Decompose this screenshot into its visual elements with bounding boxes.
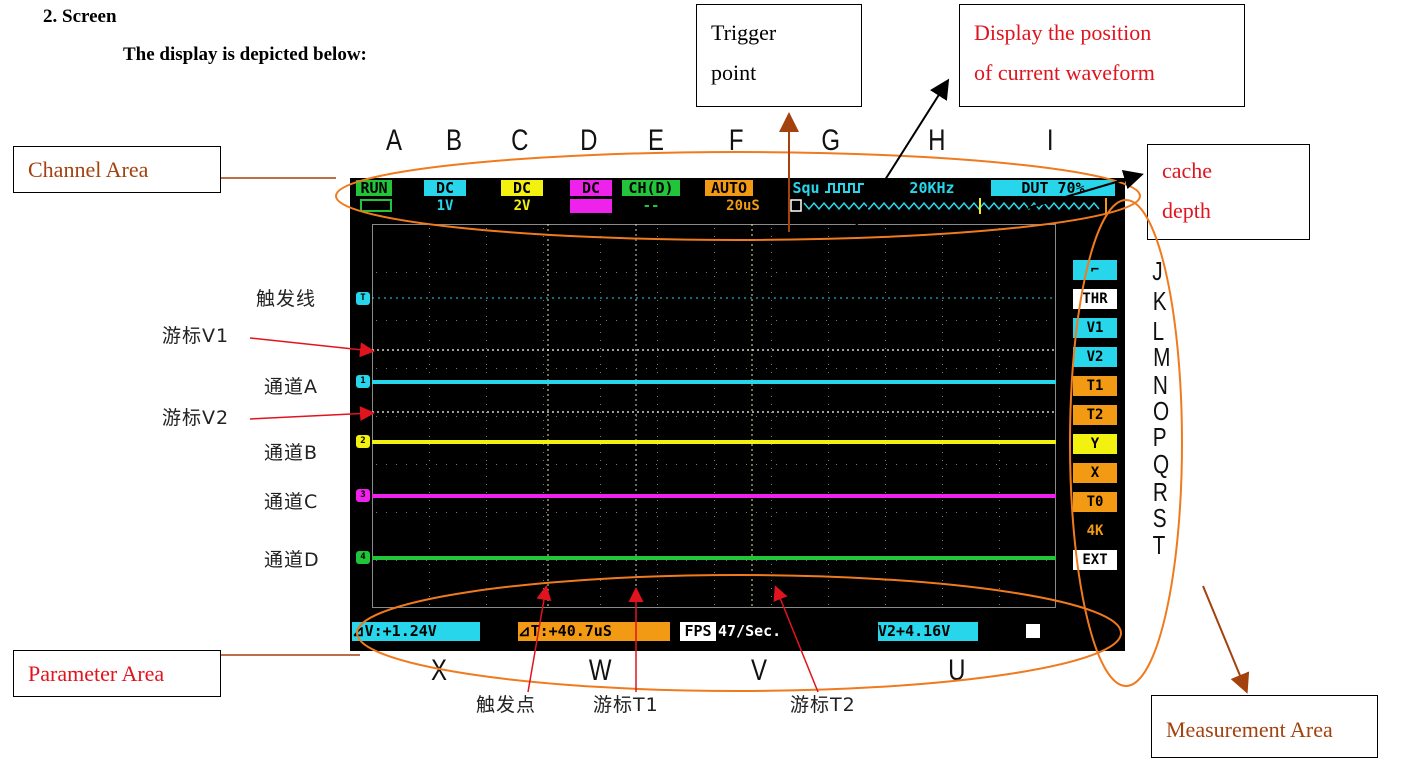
- row-letter: M: [1153, 342, 1171, 372]
- ch-b-coupling[interactable]: DC: [501, 180, 543, 196]
- measurement-area-arrow: [1202, 585, 1250, 694]
- y-item[interactable]: Y: [1073, 434, 1117, 454]
- waveform-position-bar[interactable]: [790, 198, 1120, 214]
- channel-c-label: 通道C: [264, 491, 319, 513]
- row-letter: P: [1152, 422, 1167, 452]
- wave-type[interactable]: Squ: [792, 179, 820, 197]
- row-letter: R: [1152, 477, 1168, 507]
- ch-d-mode[interactable]: CH(D): [622, 180, 680, 196]
- trigger-line-label: 触发线: [256, 288, 317, 310]
- ch-a-coupling[interactable]: DC: [424, 180, 466, 196]
- display-position-callout: Display the position of current waveform: [959, 4, 1245, 107]
- section-heading: 2. Screen: [43, 6, 117, 27]
- column-letter: G: [821, 124, 841, 157]
- column-letter: D: [580, 124, 598, 157]
- t0-item[interactable]: T0: [1073, 492, 1117, 512]
- cursor-v2-arrow: [249, 406, 375, 422]
- column-letter: I: [1046, 124, 1054, 157]
- row-letter: T: [1152, 530, 1166, 560]
- battery-icon: [360, 199, 392, 212]
- channel-a-label: 通道A: [264, 376, 318, 398]
- column-letter: A: [386, 124, 403, 157]
- delta-v-param[interactable]: ⊿V:+1.24V: [352, 622, 480, 641]
- trigger-mode[interactable]: AUTO: [705, 180, 753, 196]
- ext-item[interactable]: EXT: [1073, 550, 1117, 570]
- ch-c-tag[interactable]: 3: [356, 489, 370, 502]
- cursor-t2-label: 游标T2: [790, 694, 856, 716]
- ch-b-tag[interactable]: 2: [356, 435, 370, 448]
- column-letter: F: [728, 124, 744, 157]
- v2-param[interactable]: V2+4.16V: [878, 622, 978, 641]
- fps-value: 47/Sec.: [718, 622, 782, 640]
- cache-4k-item[interactable]: 4K: [1086, 523, 1104, 539]
- row-letter: L: [1152, 316, 1165, 346]
- cursor-v1-arrow: [249, 337, 375, 358]
- cursor-t2-arrow: [773, 585, 819, 693]
- t2-item[interactable]: T2: [1073, 405, 1117, 425]
- timebase[interactable]: 20uS: [726, 198, 760, 214]
- cursor-t1-label: 游标T1: [593, 694, 659, 716]
- bottom-letter: X: [431, 654, 448, 687]
- channel-area-ellipse: [335, 151, 1141, 241]
- position-arrow: [851, 78, 950, 233]
- column-letter: C: [511, 124, 529, 157]
- fps-label: FPS: [680, 622, 716, 641]
- ch-c-scale: --: [570, 199, 612, 213]
- ch-d-scale: --: [642, 198, 660, 214]
- column-letter: H: [928, 124, 946, 157]
- channel-b-label: 通道B: [264, 442, 319, 464]
- waveform-plot: [372, 224, 1056, 608]
- row-letter: J: [1152, 256, 1163, 286]
- ch-b-scale: 2V: [513, 198, 531, 214]
- threshold-item[interactable]: THR: [1073, 289, 1117, 309]
- cache-depth-arrow: [1027, 169, 1144, 209]
- row-letter: S: [1152, 503, 1167, 533]
- intro-text: The display is depicted below:: [123, 44, 367, 65]
- cache-depth-callout: cache depth: [1147, 144, 1310, 240]
- trigger-point-label: 触发点: [476, 694, 537, 716]
- run-status[interactable]: RUN: [356, 180, 392, 196]
- channel-area-callout: Channel Area: [13, 146, 221, 193]
- parameter-area-ellipse: [356, 574, 1122, 692]
- trigger-point-callout: Trigger point: [696, 4, 862, 107]
- x-item[interactable]: X: [1073, 463, 1117, 483]
- cursor-v2-label: 游标V2: [162, 407, 230, 429]
- measurement-area-callout: Measurement Area: [1151, 695, 1378, 758]
- ch-a-scale: 1V: [436, 198, 454, 214]
- t1-item[interactable]: T1: [1073, 376, 1117, 396]
- cursor-v1-label: 游标V1: [162, 325, 230, 347]
- channel-d-label: 通道D: [264, 549, 320, 571]
- bottom-letter: U: [948, 654, 966, 687]
- row-letter: N: [1152, 370, 1168, 400]
- trigger-tag[interactable]: T: [356, 292, 370, 305]
- bottom-letter: V: [751, 654, 768, 687]
- bottom-letter: W: [588, 654, 612, 687]
- ch-d-tag[interactable]: 4: [356, 551, 370, 564]
- parameter-area-callout: Parameter Area: [13, 650, 221, 697]
- ch-c-coupling[interactable]: DC: [570, 180, 612, 196]
- delta-t-param[interactable]: ⊿T:+40.7uS: [518, 622, 670, 641]
- column-letter: E: [648, 124, 665, 157]
- square-wave-icon: [825, 183, 864, 193]
- trigger-edge-item[interactable]: ⌐: [1073, 260, 1117, 280]
- row-letter: O: [1153, 396, 1170, 426]
- column-letter: B: [446, 124, 463, 157]
- row-letter: Q: [1153, 449, 1170, 479]
- trigger-point-bottom-arrow: [527, 585, 552, 693]
- v2-item[interactable]: V2: [1073, 347, 1117, 367]
- v1-item[interactable]: V1: [1073, 318, 1117, 338]
- usb-icon: [1026, 624, 1040, 638]
- measurement-area-ellipse: [1069, 199, 1183, 687]
- frequency[interactable]: 20KHz: [909, 179, 955, 197]
- row-letter: K: [1152, 286, 1167, 316]
- ch-a-tag[interactable]: 1: [356, 375, 370, 388]
